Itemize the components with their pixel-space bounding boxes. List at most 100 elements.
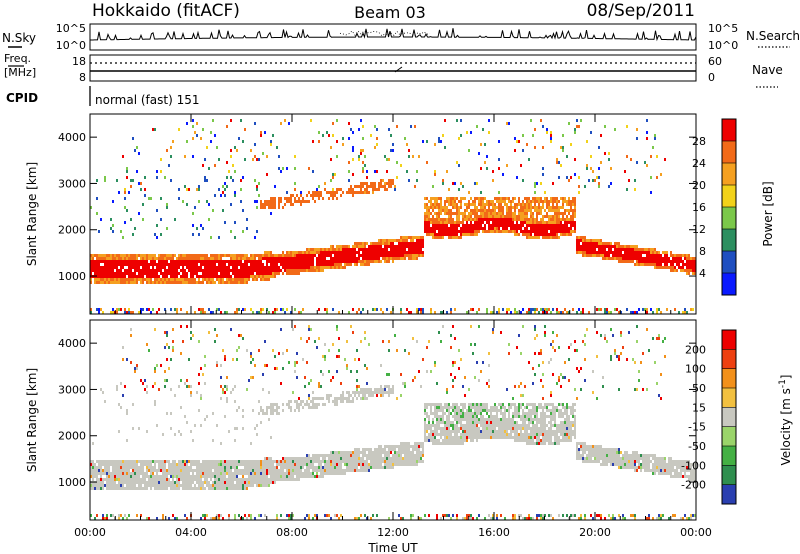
range-gate-cell [476,182,478,185]
range-gate-cell [256,463,258,466]
range-gate-cell [208,484,210,487]
range-gate-cell [608,254,610,257]
range-gate-cell [308,463,310,466]
range-gate-cell [156,281,158,284]
range-gate-cell [174,472,176,475]
range-gate-cell [604,125,606,128]
range-gate-cell [540,227,542,230]
range-gate-cell [400,251,402,254]
range-gate-cell [694,269,696,272]
range-gate-cell [452,224,454,227]
range-gate-cell [492,224,494,227]
range-gate-cell [462,230,464,233]
range-gate-cell [474,206,476,209]
range-gate-cell [210,466,212,469]
range-gate-cell [96,469,98,472]
range-gate-cell [192,233,194,236]
range-gate-cell [434,218,436,221]
range-gate-cell [128,311,130,314]
range-gate-cell [534,224,536,227]
range-gate-cell [278,463,280,466]
range-gate-cell [512,224,514,227]
range-gate-cell [194,254,196,257]
range-gate-cell [102,278,104,281]
range-gate-cell [626,245,628,248]
range-gate-cell [332,257,334,260]
range-gate-cell [180,379,182,382]
range-gate-cell [208,266,210,269]
range-gate-cell [496,200,498,203]
range-gate-cell [194,260,196,263]
range-gate-cell [156,481,158,484]
range-gate-cell [574,197,576,200]
range-gate-cell [292,194,294,197]
range-gate-cell [230,478,232,481]
range-gate-cell [168,517,170,520]
range-gate-cell [474,182,476,185]
range-gate-cell [316,403,318,406]
range-gate-cell [270,412,272,415]
range-gate-cell [234,191,236,194]
range-gate-cell [608,257,610,260]
range-gate-cell [554,233,556,236]
range-gate-cell [666,260,668,263]
range-gate-cell [242,469,244,472]
range-gate-cell [508,122,510,125]
range-gate-cell [570,224,572,227]
range-gate-cell [442,209,444,212]
range-gate-cell [376,260,378,263]
range-gate-cell [474,218,476,221]
range-gate-cell [426,206,428,209]
range-gate-cell [502,209,504,212]
range-gate-cell [340,188,342,191]
range-gate-cell [308,260,310,263]
range-gate-cell [158,478,160,481]
range-gate-cell [172,478,174,481]
range-gate-cell [584,185,586,188]
range-gate-cell [176,472,178,475]
range-gate-cell [534,218,536,221]
range-gate-cell [450,227,452,230]
range-gate-cell [434,212,436,215]
range-gate-cell [520,209,522,212]
range-gate-cell [240,481,242,484]
range-gate-cell [262,275,264,278]
range-gate-cell [288,260,290,263]
range-gate-cell [482,209,484,212]
range-gate-cell [430,233,432,236]
range-gate-cell [512,227,514,230]
range-gate-cell [442,179,444,182]
range-gate-cell [280,514,282,517]
range-gate-cell [564,308,566,311]
range-gate-cell [588,311,590,314]
range-gate-cell [198,266,200,269]
range-gate-cell [350,260,352,263]
range-gate-cell [634,263,636,266]
range-gate-cell [190,394,192,397]
range-gate-cell [362,257,364,260]
range-gate-cell [108,463,110,466]
range-gate-cell [436,236,438,239]
range-gate-cell [144,266,146,269]
range-gate-cell [156,460,158,463]
range-gate-cell [500,215,502,218]
range-gate-cell [234,517,236,520]
range-gate-cell [226,278,228,281]
range-gate-cell [462,233,464,236]
range-gate-cell [258,460,260,463]
range-gate-cell [220,266,222,269]
range-gate-cell [236,463,238,466]
range-gate-cell [676,257,678,260]
range-gate-cell [374,254,376,257]
range-gate-cell [274,472,276,475]
range-gate-cell [330,194,332,197]
range-gate-cell [378,257,380,260]
range-gate-cell [270,206,272,209]
range-gate-cell [292,203,294,206]
range-gate-cell [234,466,236,469]
range-gate-cell [428,218,430,221]
range-gate-cell [476,230,478,233]
range-gate-cell [206,463,208,466]
range-gate-cell [426,203,428,206]
range-gate-cell [456,230,458,233]
